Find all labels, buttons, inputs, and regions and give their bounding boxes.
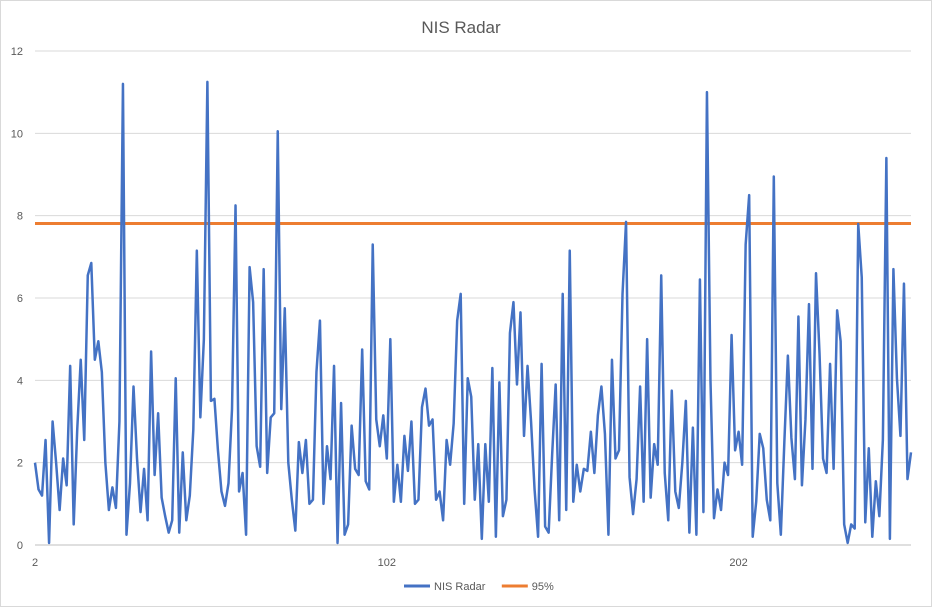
- gridlines: [35, 50, 911, 546]
- x-tick-label: 102: [378, 557, 396, 569]
- chart-title: NIS Radar: [421, 18, 501, 37]
- x-tick-label: 2: [32, 557, 38, 569]
- y-tick-label: 2: [17, 458, 23, 470]
- x-axis-labels: 2102202302402: [32, 557, 748, 569]
- y-tick-label: 10: [11, 128, 23, 140]
- y-axis-labels: 0 2 4 6 8 10 12: [11, 46, 23, 552]
- y-tick-label: 0: [17, 540, 23, 552]
- legend-label-1: 95%: [532, 581, 554, 593]
- legend: NIS Radar 95%: [404, 581, 554, 593]
- legend-label-0: NIS Radar: [434, 581, 486, 593]
- y-tick-label: 4: [17, 375, 23, 387]
- y-tick-label: 12: [11, 46, 23, 58]
- plot-area: [33, 80, 913, 545]
- y-tick-label: 8: [17, 211, 23, 223]
- y-tick-label: 6: [17, 293, 23, 305]
- nis-radar-series-line: [33, 80, 913, 545]
- x-tick-label: 202: [729, 557, 747, 569]
